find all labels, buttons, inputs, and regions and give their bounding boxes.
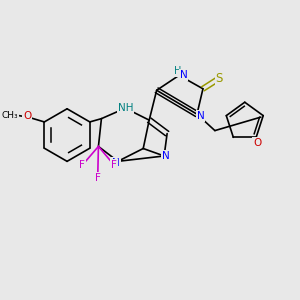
- Text: F: F: [95, 173, 101, 183]
- Text: CH₃: CH₃: [1, 111, 18, 120]
- Text: F: F: [79, 160, 85, 170]
- Text: O: O: [23, 111, 32, 121]
- Text: H: H: [174, 66, 181, 76]
- Text: N: N: [180, 70, 188, 80]
- Text: NH: NH: [118, 103, 133, 113]
- Text: F: F: [111, 160, 117, 170]
- Text: N: N: [112, 158, 120, 168]
- Text: N: N: [197, 111, 204, 121]
- Text: N: N: [162, 151, 170, 161]
- Text: O: O: [254, 138, 262, 148]
- Text: S: S: [216, 72, 223, 85]
